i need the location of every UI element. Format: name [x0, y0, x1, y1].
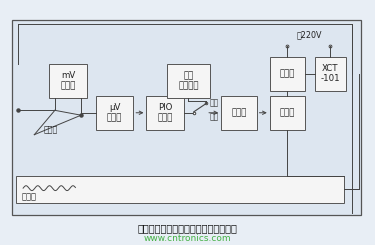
Bar — [221, 96, 256, 130]
Text: 自动: 自动 — [210, 113, 219, 122]
Bar — [49, 64, 87, 98]
Bar — [146, 96, 184, 130]
Text: XCT
-101: XCT -101 — [321, 64, 340, 84]
Text: 手动: 手动 — [210, 98, 219, 107]
Text: www.cntronics.com: www.cntronics.com — [144, 234, 231, 243]
Text: 执行器: 执行器 — [280, 108, 295, 117]
Bar — [167, 64, 210, 98]
Text: 触发器: 触发器 — [231, 108, 246, 117]
Bar — [315, 57, 346, 91]
Text: 常用炉温测量采用的热电偶测量系统图: 常用炉温测量采用的热电偶测量系统图 — [138, 223, 237, 233]
Bar — [270, 57, 305, 91]
Text: ～220V: ～220V — [296, 30, 322, 39]
Text: PIO
调节器: PIO 调节器 — [158, 103, 173, 122]
Text: mV
定值器: mV 定值器 — [60, 71, 76, 91]
Bar — [12, 20, 361, 215]
Bar — [16, 176, 344, 203]
Text: μV
放大器: μV 放大器 — [107, 103, 122, 122]
Text: 电阻炉: 电阻炉 — [21, 193, 36, 201]
Text: 接触器: 接触器 — [280, 69, 295, 78]
Text: 热电偶: 热电偶 — [44, 125, 58, 134]
Text: 手动
控制信号: 手动 控制信号 — [178, 71, 199, 91]
Bar — [96, 96, 134, 130]
Bar — [270, 96, 305, 130]
